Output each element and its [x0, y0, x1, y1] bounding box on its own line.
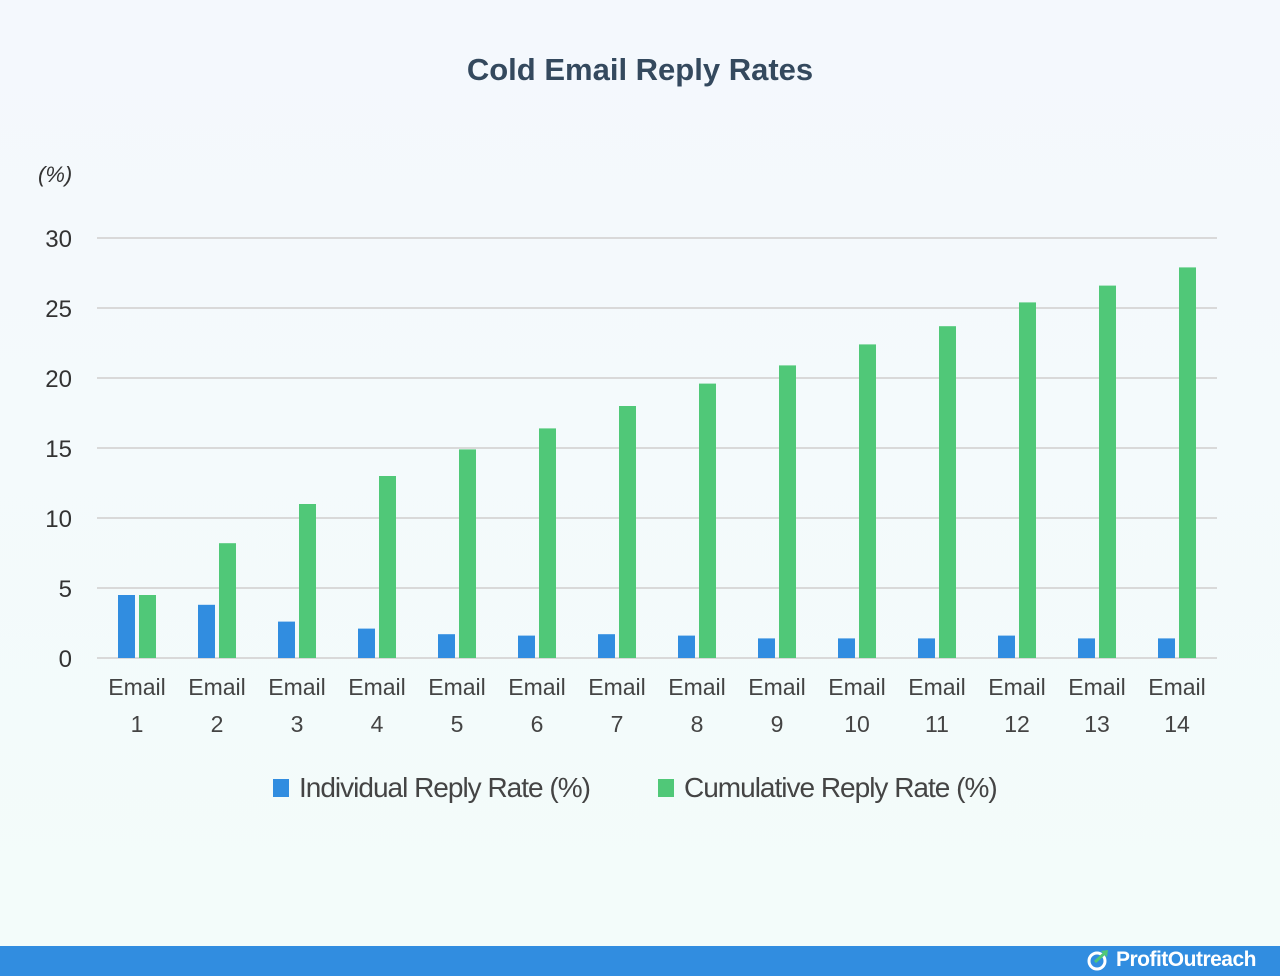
y-tick-label: 20 [45, 366, 72, 393]
x-tick-label: 13 [1084, 711, 1110, 737]
bar-cumulative [1019, 302, 1036, 658]
bar-individual [518, 635, 535, 658]
y-tick-label: 5 [59, 576, 72, 603]
bar-cumulative [619, 406, 636, 658]
bar-individual [118, 595, 135, 658]
bar-cumulative [219, 543, 236, 658]
x-tick-label: Email [748, 674, 806, 700]
bar-chart: 0 5 10 15 20 25 30 Email 1 Email 2 Email 3 Email 4 Emai… [45, 226, 1217, 803]
x-tick-label: 4 [371, 711, 384, 737]
legend-swatch [658, 779, 674, 797]
x-tick-label: Email [508, 674, 566, 700]
y-axis-unit-label: (%) [38, 162, 73, 187]
x-tick-label: 9 [771, 711, 784, 737]
bar-cumulative [859, 344, 876, 658]
bar-cumulative [1179, 267, 1196, 658]
bar-individual [1158, 638, 1175, 658]
bar-cumulative [379, 476, 396, 658]
x-tick-label: Email [988, 674, 1046, 700]
legend-label: Cumulative Reply Rate (%) [684, 772, 997, 803]
bar-individual [1078, 638, 1095, 658]
x-tick-label: 6 [531, 711, 544, 737]
bar-individual [358, 628, 375, 658]
bar-cumulative [459, 449, 476, 658]
x-tick-label: 2 [211, 711, 224, 737]
y-tick-label: 30 [45, 226, 72, 253]
bar-individual [438, 634, 455, 658]
x-tick-label: Email [1068, 674, 1126, 700]
bar-cumulative [939, 326, 956, 658]
bar-individual [278, 621, 295, 658]
legend-label: Individual Reply Rate (%) [299, 772, 590, 803]
bar-cumulative [299, 504, 316, 658]
brand-logo: ProfitOutreach [1086, 948, 1257, 972]
bar-cumulative [1099, 285, 1116, 658]
x-tick-label: 12 [1004, 711, 1030, 737]
bar-individual [918, 638, 935, 658]
x-tick-label: 1 [131, 711, 144, 737]
x-tick-label: 3 [291, 711, 304, 737]
x-tick-label: Email [588, 674, 646, 700]
bar-cumulative [539, 428, 556, 658]
bar-cumulative [139, 595, 156, 658]
legend-swatch [273, 779, 289, 797]
chart-title: Cold Email Reply Rates [466, 52, 814, 87]
x-tick-label: Email [108, 674, 166, 700]
x-tick-label: Email [268, 674, 326, 700]
x-tick-label: 14 [1164, 711, 1190, 737]
bar-cumulative [699, 383, 716, 658]
x-tick-label: Email [668, 674, 726, 700]
x-tick-label: Email [828, 674, 886, 700]
x-tick-label: 10 [844, 711, 870, 737]
bar-cumulative [779, 365, 796, 658]
y-tick-label: 25 [45, 296, 72, 323]
logo-arrow-icon [1087, 950, 1108, 971]
bar-individual [598, 634, 615, 658]
x-tick-label: 8 [691, 711, 704, 737]
bar-individual [758, 638, 775, 658]
x-tick-label: Email [428, 674, 486, 700]
x-tick-label: 5 [451, 711, 464, 737]
x-tick-label: Email [908, 674, 966, 700]
y-tick-label: 10 [45, 506, 72, 533]
x-tick-label: Email [188, 674, 246, 700]
y-tick-label: 15 [45, 436, 72, 463]
y-tick-label: 0 [59, 646, 72, 673]
x-tick-label: 7 [611, 711, 624, 737]
bar-individual [678, 635, 695, 658]
bar-individual [198, 604, 215, 658]
brand-name: ProfitOutreach [1115, 948, 1257, 971]
bar-individual [998, 635, 1015, 658]
x-tick-label: Email [1148, 674, 1206, 700]
footer-bar: ProfitOutreach [0, 946, 1280, 976]
bar-individual [838, 638, 855, 658]
x-tick-label: Email [348, 674, 406, 700]
x-tick-label: 11 [925, 711, 949, 737]
